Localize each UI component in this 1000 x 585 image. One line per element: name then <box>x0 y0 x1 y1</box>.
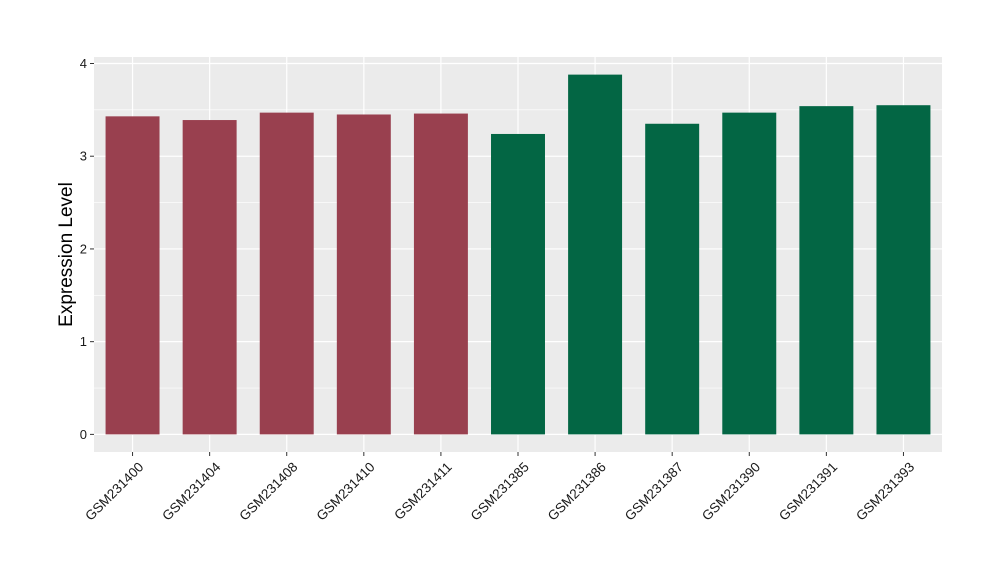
x-tick-label: GSM231408 <box>236 459 300 523</box>
y-tick-label: 0 <box>80 427 87 442</box>
y-axis: 0 1 2 3 4 <box>80 56 94 442</box>
x-tick-label: GSM231390 <box>699 459 763 523</box>
y-tick-label: 3 <box>80 149 87 164</box>
bars <box>105 74 931 435</box>
y-axis-label: Expression Level <box>56 182 77 327</box>
bar-GSM231408 <box>259 112 314 435</box>
y-tick-label: 4 <box>80 56 87 71</box>
x-tick-label: GSM231400 <box>82 459 146 523</box>
bar-GSM231385 <box>491 133 545 435</box>
bar-GSM231411 <box>413 113 468 435</box>
bar-GSM231410 <box>336 114 391 435</box>
x-tick-label: GSM231385 <box>468 459 532 523</box>
x-tick-label: GSM231386 <box>545 459 609 523</box>
y-tick-label: 1 <box>80 334 87 349</box>
bar-GSM231400 <box>105 116 160 435</box>
bar-GSM231393 <box>876 105 931 435</box>
x-tick-label: GSM231410 <box>314 459 378 523</box>
x-tick-label: GSM231411 <box>391 459 455 523</box>
x-tick-label: GSM231387 <box>622 459 686 523</box>
x-tick-label: GSM231391 <box>776 459 840 523</box>
bar-GSM231386 <box>568 74 623 435</box>
bar-GSM231404 <box>182 120 237 435</box>
x-axis: GSM231400 GSM231404 GSM231408 GSM231410 GSM2… <box>82 452 917 524</box>
y-tick-label: 2 <box>80 241 87 256</box>
bar-GSM231390 <box>722 112 777 435</box>
bar-GSM231391 <box>799 106 854 435</box>
x-tick-label: GSM231404 <box>159 459 224 524</box>
x-tick-label: GSM231393 <box>853 459 917 523</box>
bar-GSM231387 <box>645 123 700 435</box>
